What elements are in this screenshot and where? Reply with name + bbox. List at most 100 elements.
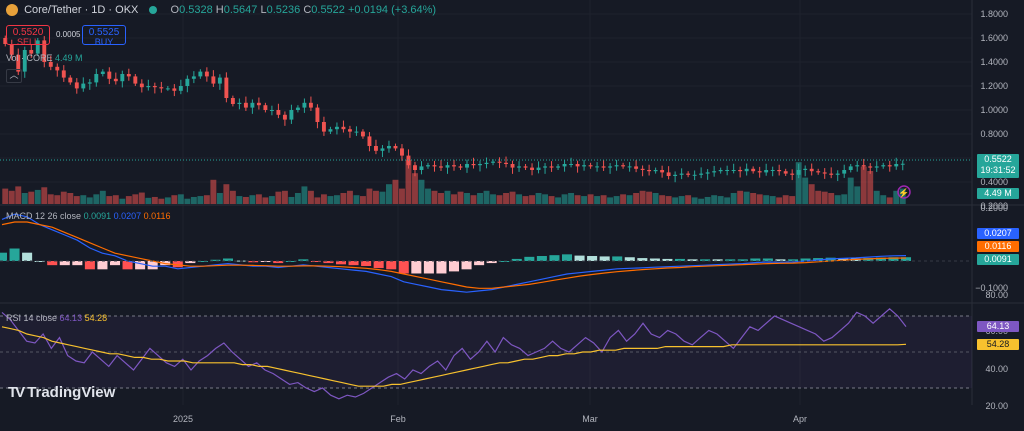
buy-button[interactable]: 0.5525 BUY [82,25,126,47]
macd-histogram-bar [97,261,108,270]
volume-legend[interactable]: Vol · CORE 4.49 M [6,53,83,63]
volume-bar [145,197,152,204]
volume-bar [21,193,28,204]
volume-bar [379,191,386,204]
candle-body [653,170,658,172]
candle-body [445,165,450,168]
candle-body [569,164,574,165]
candle-body [452,165,456,167]
rsi-line [1,308,907,400]
volume-bar [561,194,568,204]
volume-bar [470,195,477,204]
macd-legend[interactable]: MACD 12 26 close 0.0091 0.0207 0.0116 [6,211,171,221]
macd-histogram-bar [474,261,485,266]
volume-bar [789,196,796,204]
volume-bar [600,195,607,204]
candle-body [217,77,222,84]
volume-bar [438,193,444,204]
macd-histogram-bar [674,258,686,261]
candle-body [504,162,508,164]
candle-body [575,164,580,167]
candle-body [185,78,190,86]
candle-body [530,167,534,170]
macd-histogram-bar [298,259,309,261]
candle-body [380,148,385,151]
candle-body [848,166,853,170]
volume-bar [451,194,457,204]
volume-bar [373,190,379,204]
grid-lines [0,0,972,405]
candle-body [400,148,404,156]
candle-body [829,173,834,175]
volume-bar [841,194,848,204]
candle-body [660,170,665,173]
candle-body [816,171,821,173]
volume-bars [2,160,906,204]
volume-bar [477,193,483,204]
macd-histogram-bar [787,259,799,261]
volume-bar [672,197,679,204]
volume-bar [54,195,61,204]
macd-histogram-bar [348,261,359,266]
collapse-legend-button[interactable]: ︿ [6,69,22,83]
candle-body [107,71,112,79]
symbol-title[interactable]: Core/Tether · 1D · OKX [24,4,139,16]
volume-bar [399,188,405,204]
candle-body [35,40,40,54]
rsi-legend[interactable]: RSI 14 close 64.13 54.28 [6,313,107,323]
volume-bar [353,195,360,204]
macd-histogram-bar [762,258,773,261]
volume-bar [717,196,724,204]
countdown-value: 19:31:52 [980,165,1016,175]
candle-body [113,78,118,82]
volume-bar [93,194,100,204]
volume-bar [164,197,171,204]
price-tick-label: 0.8000 [980,129,1008,139]
volume-bar [893,190,900,204]
candle-body [42,40,47,62]
volume-bar [138,192,145,204]
macd-histogram-bar [185,261,196,264]
candle-body [159,87,164,89]
tradingview-logo[interactable]: TV TradingView [8,384,115,401]
tradingview-logo-icon: TV [8,384,25,401]
macd-histogram-bar [888,257,899,261]
macd-tick-label: −0.1000 [975,283,1008,293]
macd-tag: 0.0207 [977,228,1019,239]
volume-bar [229,190,236,204]
volume-bar [80,195,87,204]
candle-body [712,171,717,173]
rsi-legend-label: RSI 14 close [6,313,58,323]
symbol-header[interactable]: Core/Tether · 1D · OKX O0.5328 H0.5647 L… [6,4,436,17]
volume-bar [711,195,718,204]
candle-body [803,168,808,170]
volume-bar [581,196,588,204]
candle-body [894,164,899,167]
macd-histogram-bar [800,258,811,261]
candle-body [874,166,879,168]
volume-bar [457,191,464,204]
replay-icon[interactable] [897,185,911,199]
candle-body [582,165,587,167]
volume-bar [724,197,731,204]
macd-histogram-bar [863,258,874,261]
candle-body [354,131,359,133]
volume-bar [223,184,230,204]
volume-bar [255,194,262,204]
close-value: 0.5522 [311,4,345,16]
volume-bar [737,190,744,204]
volume-bar [867,171,874,204]
brand-name: TradingView [27,384,116,401]
time-axis-label: Feb [390,414,406,424]
candle-body [426,165,430,167]
candle-body [172,88,177,91]
macd-histogram-bar [59,261,70,266]
macd-histogram-bar [624,257,635,261]
volume-bar [756,194,763,204]
volume-bar [516,194,522,204]
sell-button[interactable]: 0.5520 SELL [6,25,50,47]
candle-body [595,166,600,168]
candle-body [861,165,866,167]
volume-bar [15,186,22,204]
